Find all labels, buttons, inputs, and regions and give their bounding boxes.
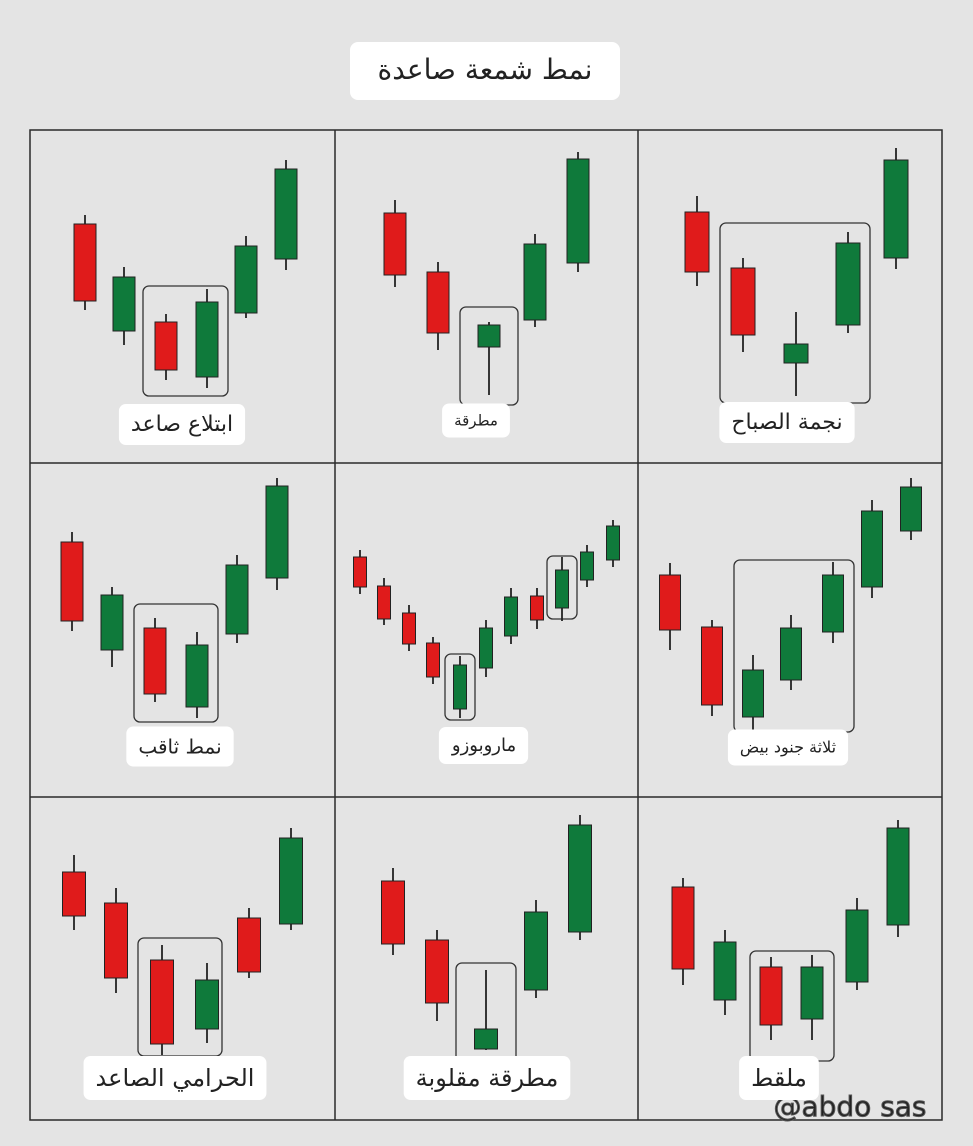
candle-body bbox=[730, 267, 756, 336]
candle-body bbox=[402, 612, 416, 645]
candle-body bbox=[279, 837, 303, 925]
highlight-box bbox=[444, 653, 476, 721]
candle-body bbox=[383, 212, 407, 276]
label-box bbox=[719, 402, 855, 443]
pattern-panel: ثلاثة جنود بيض bbox=[659, 478, 922, 766]
candle-body bbox=[274, 168, 298, 260]
highlight-box bbox=[133, 603, 219, 723]
label-box bbox=[118, 404, 246, 445]
candle-body bbox=[580, 551, 594, 581]
pattern-panel: ماروبوزو bbox=[353, 520, 620, 764]
candle-body bbox=[62, 871, 86, 917]
candle-body bbox=[426, 271, 450, 334]
label-box bbox=[727, 729, 849, 766]
candle-body bbox=[143, 627, 167, 695]
label-box bbox=[126, 726, 234, 767]
candle-body bbox=[425, 939, 449, 1004]
candle-body bbox=[800, 966, 824, 1020]
pattern-panel: الحرامي الصاعد bbox=[62, 828, 303, 1100]
candle-body bbox=[659, 574, 681, 631]
title: نمط شمعة صاعدة bbox=[378, 53, 593, 86]
candle-body bbox=[566, 158, 590, 264]
pattern-panel: نمط ثاقب bbox=[60, 478, 289, 767]
grid bbox=[29, 129, 943, 1121]
label-box bbox=[83, 1056, 267, 1100]
pattern-label: مطرقة bbox=[454, 412, 498, 430]
pattern-panel: ملقط bbox=[671, 820, 910, 1100]
candle-body bbox=[381, 880, 405, 945]
candle-body bbox=[530, 595, 544, 621]
label-box bbox=[403, 1056, 571, 1100]
candle-body bbox=[477, 324, 501, 348]
pattern-label: الحرامي الصاعد bbox=[96, 1064, 255, 1092]
candle-body bbox=[237, 917, 261, 973]
candle-body bbox=[523, 243, 547, 321]
pattern-label: ملقط bbox=[751, 1064, 807, 1092]
title-box bbox=[350, 42, 620, 100]
candle-body bbox=[555, 569, 569, 609]
candle-body bbox=[504, 596, 518, 637]
candle-body bbox=[100, 594, 124, 651]
candle-body bbox=[701, 626, 723, 706]
pattern-label: ابتلاع صاعد bbox=[131, 412, 233, 437]
pattern-label: ثلاثة جنود بيض bbox=[740, 738, 836, 758]
candle-body bbox=[195, 979, 219, 1030]
pattern-label: نمط ثاقب bbox=[138, 735, 221, 759]
candle-body bbox=[353, 556, 367, 588]
candle-body bbox=[195, 301, 219, 378]
candle-body bbox=[568, 824, 592, 933]
candle-body bbox=[453, 664, 467, 710]
candle-body bbox=[234, 245, 258, 314]
candle-body bbox=[474, 1028, 498, 1050]
candle-body bbox=[861, 510, 883, 588]
candle-body bbox=[479, 627, 493, 669]
candle-body bbox=[60, 541, 84, 622]
candle-body bbox=[883, 159, 909, 259]
candle-body bbox=[684, 211, 710, 273]
candle-body bbox=[742, 669, 764, 718]
candle-body bbox=[713, 941, 737, 1001]
candle-body bbox=[900, 486, 922, 532]
candle-body bbox=[783, 343, 809, 364]
candle-body bbox=[112, 276, 136, 332]
candle-body bbox=[845, 909, 869, 983]
candle-body bbox=[759, 966, 783, 1026]
candle-body bbox=[185, 644, 209, 708]
grid-frame bbox=[29, 129, 943, 1121]
candle-body bbox=[104, 902, 128, 979]
candle-body bbox=[154, 321, 178, 371]
candle-body bbox=[886, 827, 910, 926]
label-box bbox=[739, 1056, 819, 1100]
pattern-label: نجمة الصباح bbox=[731, 410, 842, 435]
pattern-label: ماروبوزو bbox=[451, 735, 516, 756]
candle-body bbox=[150, 959, 174, 1045]
candle-body bbox=[606, 525, 620, 561]
label-box bbox=[442, 403, 510, 438]
candle-body bbox=[265, 485, 289, 579]
pattern-panel: ابتلاع صاعد bbox=[73, 160, 298, 445]
candle-body bbox=[73, 223, 97, 302]
highlight-box bbox=[142, 285, 229, 397]
pattern-panel: مطرقة bbox=[383, 152, 590, 438]
pattern-label: مطرقة مقلوبة bbox=[416, 1064, 559, 1092]
candle-body bbox=[426, 642, 440, 678]
candle-body bbox=[835, 242, 861, 326]
candle-body bbox=[524, 911, 548, 991]
pattern-panel: مطرقة مقلوبة bbox=[381, 815, 592, 1100]
candle-body bbox=[671, 886, 695, 970]
candle-body bbox=[822, 574, 844, 633]
candle-body bbox=[780, 627, 802, 681]
pattern-panel: نجمة الصباح bbox=[684, 148, 909, 443]
candle-body bbox=[377, 585, 391, 620]
candle-body bbox=[225, 564, 249, 635]
label-box bbox=[438, 727, 529, 764]
